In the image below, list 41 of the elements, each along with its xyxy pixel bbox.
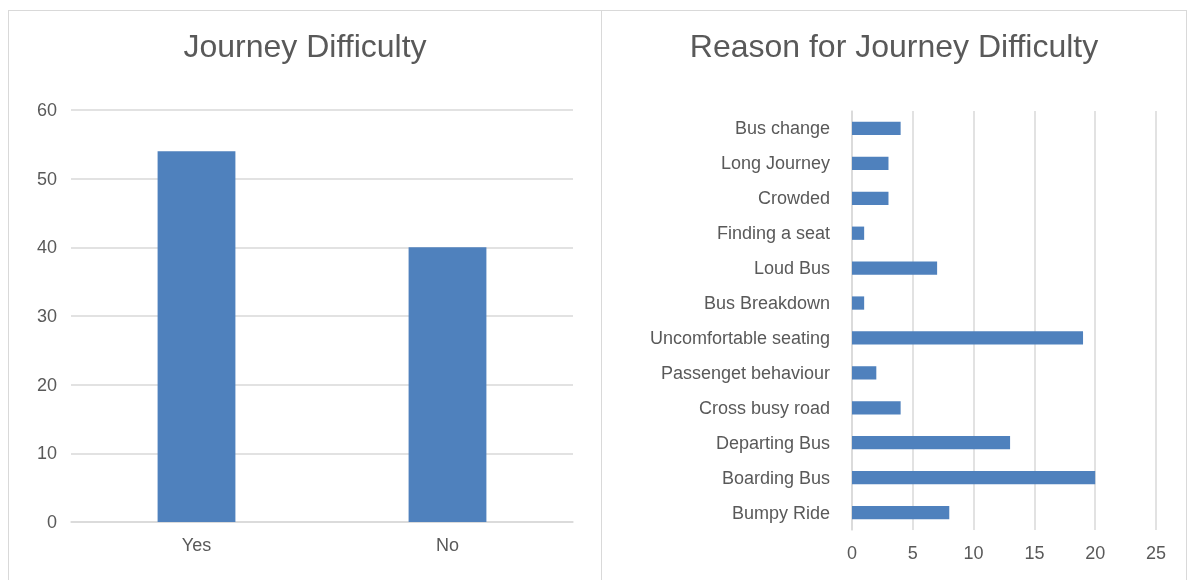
bar xyxy=(852,436,1011,450)
bar xyxy=(852,296,865,310)
bar xyxy=(852,470,1096,485)
x-tick-label: Yes xyxy=(181,535,212,555)
y-tick-label: 0 xyxy=(46,512,57,532)
x-tick-label: 25 xyxy=(1145,543,1167,563)
bar xyxy=(852,191,889,205)
y-tick-label: Passenget behaviour xyxy=(660,362,830,383)
x-tick-label: 20 xyxy=(1085,543,1106,563)
y-tick-label: Loud Bus xyxy=(753,258,830,279)
y-tick-label: 20 xyxy=(36,374,57,395)
y-tick-label: Bus Breakdown xyxy=(703,293,830,314)
chart-title: Reason for Journey Difficulty xyxy=(689,28,1099,64)
x-tick-label: 0 xyxy=(846,543,858,563)
bar xyxy=(852,226,865,240)
y-tick-label: Uncomfortable seating xyxy=(649,327,830,348)
y-tick-label: Cross busy road xyxy=(698,397,830,418)
y-tick-label: 40 xyxy=(36,237,57,258)
x-tick-label: 15 xyxy=(1024,543,1045,563)
y-tick-label: 50 xyxy=(36,168,57,189)
bar xyxy=(852,156,889,171)
y-tick-label: Departing Bus xyxy=(715,432,830,453)
chart-title: Journey Difficulty xyxy=(183,28,427,64)
y-tick-label: Bumpy Ride xyxy=(731,502,830,523)
bar xyxy=(852,401,901,415)
bar xyxy=(852,121,901,136)
x-tick-label: 10 xyxy=(963,543,984,563)
bar xyxy=(852,366,877,380)
bar xyxy=(852,331,1084,345)
x-tick-label: No xyxy=(435,535,460,555)
y-tick-label: Crowded xyxy=(757,188,830,209)
bar xyxy=(852,505,950,520)
y-tick-label: 60 xyxy=(36,100,57,120)
x-tick-label: 5 xyxy=(907,543,918,563)
y-tick-label: Boarding Bus xyxy=(721,467,830,488)
y-tick-label: 30 xyxy=(36,306,57,326)
y-tick-label: Finding a seat xyxy=(716,223,830,244)
bar xyxy=(852,261,938,275)
y-tick-label: Long Journey xyxy=(720,153,830,174)
y-tick-label: 10 xyxy=(36,443,57,464)
y-tick-label: Bus change xyxy=(734,118,830,139)
